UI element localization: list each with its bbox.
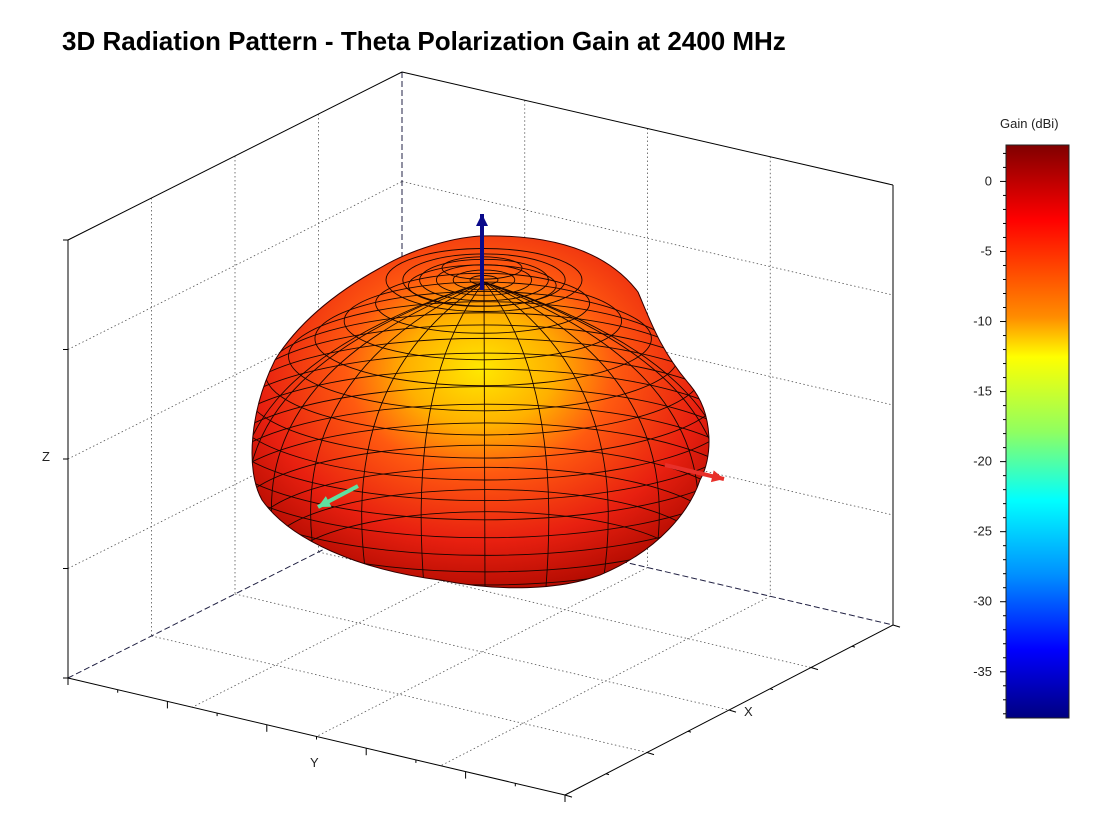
grid-line: [234, 593, 730, 711]
chart-title: 3D Radiation Pattern - Theta Polarizatio…: [62, 26, 786, 56]
mesh-meridian: [483, 281, 550, 588]
mesh-meridian: [361, 281, 485, 587]
mesh-meridian: [252, 281, 485, 561]
x-tick: [728, 709, 737, 713]
grid-line: [316, 567, 648, 737]
mesh-meridian: [310, 281, 485, 582]
box-edge: [67, 71, 403, 241]
mesh-meridian: [483, 281, 660, 582]
mesh-meridian: [483, 281, 710, 568]
x-arrow-icon-head: [710, 470, 724, 483]
mesh-meridian: [252, 281, 485, 568]
mesh-latitude: [252, 422, 710, 573]
colorbar-tick-label: -5: [980, 243, 992, 258]
box-edge: [401, 71, 894, 186]
axis-arrows: [317, 214, 725, 509]
x-tick: [605, 773, 610, 776]
z-axis-label: Z: [42, 449, 50, 464]
colorbar-tick-label: -35: [973, 664, 992, 679]
mesh-meridian: [483, 281, 486, 588]
mesh-meridian: [483, 281, 710, 561]
z-arrow-icon-head: [476, 214, 488, 226]
mesh-latitude: [314, 291, 652, 387]
x-tick: [851, 645, 856, 648]
radiation-pattern-surface[interactable]: [215, 235, 755, 624]
x-tick: [564, 794, 573, 798]
y-axis-label: Y: [310, 755, 319, 770]
colorbar-tick-label: -10: [973, 314, 992, 329]
mesh-latitude: [252, 444, 710, 586]
mesh-meridian: [420, 281, 485, 588]
x-tick: [892, 624, 901, 628]
colorbar-tick-label: -15: [973, 384, 992, 399]
x-tick: [810, 667, 819, 671]
colorbar-tick-label: 0: [985, 173, 992, 188]
colorbar-gradient: [1005, 144, 1070, 719]
colorbar-label: Gain (dBi): [1000, 116, 1059, 131]
mesh-latitude: [252, 403, 710, 556]
mesh-meridian: [483, 281, 609, 587]
grid-line: [151, 635, 648, 753]
x-tick: [687, 730, 692, 733]
colorbar: 0 -5 -10 -15 -20 -25 -30 -35: [973, 144, 1070, 719]
x-axis-label: X: [744, 704, 753, 719]
grid-line: [440, 595, 771, 767]
y-arrow-icon-head: [318, 496, 332, 507]
x-tick: [646, 752, 655, 756]
colorbar-tick-label: -20: [973, 454, 992, 469]
colorbar-tick-label: -30: [973, 594, 992, 609]
colorbar-tick-label: -25: [973, 524, 992, 539]
x-tick: [769, 688, 774, 691]
